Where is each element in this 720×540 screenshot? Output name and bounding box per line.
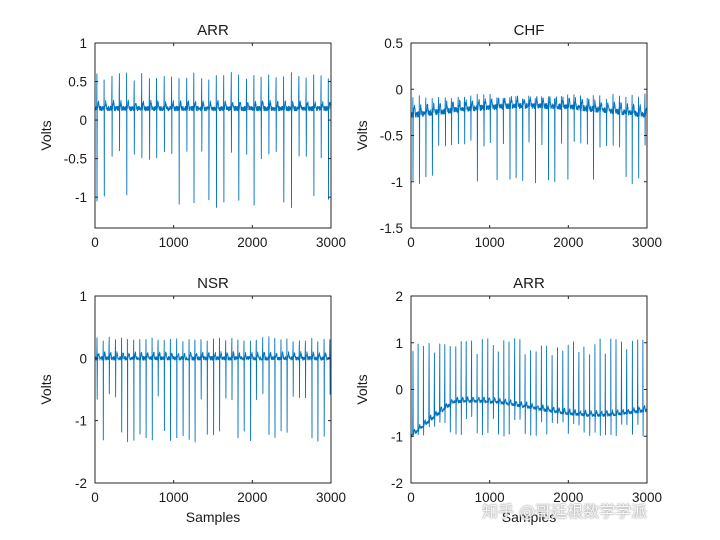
- x-tick-label: 1000: [475, 490, 505, 505]
- y-axis-label: Volts: [354, 120, 370, 150]
- series-line-nsr-3: [94, 336, 332, 443]
- series-line-arr-1: [94, 71, 332, 208]
- y-tick-label: 0.5: [68, 75, 87, 90]
- x-tick-label: 3000: [316, 490, 346, 505]
- x-tick-label: 0: [407, 490, 415, 505]
- y-tick-label: 0: [395, 383, 403, 398]
- axes-frame: [94, 42, 332, 229]
- axes-frame: [410, 295, 648, 484]
- axes-frame: [94, 295, 332, 484]
- y-tick-label: -2: [75, 476, 87, 491]
- y-tick-label: -0.5: [380, 129, 403, 144]
- y-tick-label: -1: [391, 175, 403, 190]
- y-tick-label: -1: [75, 190, 87, 205]
- x-tick-label: 2000: [553, 235, 583, 250]
- x-axis-label: Samples: [502, 509, 556, 525]
- y-tick-label: -1.5: [380, 221, 403, 236]
- x-tick-label: 2000: [553, 490, 583, 505]
- x-axis-label: Samples: [186, 509, 240, 525]
- chart-title: ARR: [197, 22, 229, 39]
- y-tick-label: 1: [79, 289, 87, 304]
- watermark-text: 知乎 @哥廷根数学学派: [482, 502, 648, 521]
- y-axis-label: Volts: [354, 374, 370, 404]
- series-line-arr-4: [410, 338, 648, 437]
- series-line-chf-2: [410, 93, 648, 185]
- x-tick-label: 1000: [475, 235, 505, 250]
- x-tick-label: 3000: [632, 490, 662, 505]
- x-tick-label: 3000: [632, 235, 662, 250]
- y-tick-label: -0.5: [64, 152, 87, 167]
- y-tick-label: 0: [395, 82, 403, 97]
- x-tick-label: 3000: [316, 235, 346, 250]
- chart-title: CHF: [514, 22, 545, 39]
- y-tick-label: 0: [79, 351, 87, 366]
- x-tick-label: 1000: [159, 490, 189, 505]
- x-tick-label: 2000: [237, 490, 267, 505]
- y-tick-label: 0.5: [384, 36, 403, 51]
- y-tick-label: 0: [79, 113, 87, 128]
- y-tick-label: 1: [79, 36, 87, 51]
- x-tick-label: 0: [91, 235, 99, 250]
- chart-title: ARR: [513, 275, 545, 292]
- y-tick-label: 1: [395, 336, 403, 351]
- x-tick-label: 0: [407, 235, 415, 250]
- y-axis-label: Volts: [38, 374, 54, 404]
- y-tick-label: 2: [395, 289, 403, 304]
- y-tick-label: -2: [391, 476, 403, 491]
- x-tick-label: 0: [91, 490, 99, 505]
- chart-title: NSR: [197, 275, 229, 292]
- y-tick-label: -1: [75, 414, 87, 429]
- x-tick-label: 1000: [159, 235, 189, 250]
- y-axis-label: Volts: [38, 120, 54, 150]
- y-tick-label: -1: [391, 429, 403, 444]
- x-tick-label: 2000: [237, 235, 267, 250]
